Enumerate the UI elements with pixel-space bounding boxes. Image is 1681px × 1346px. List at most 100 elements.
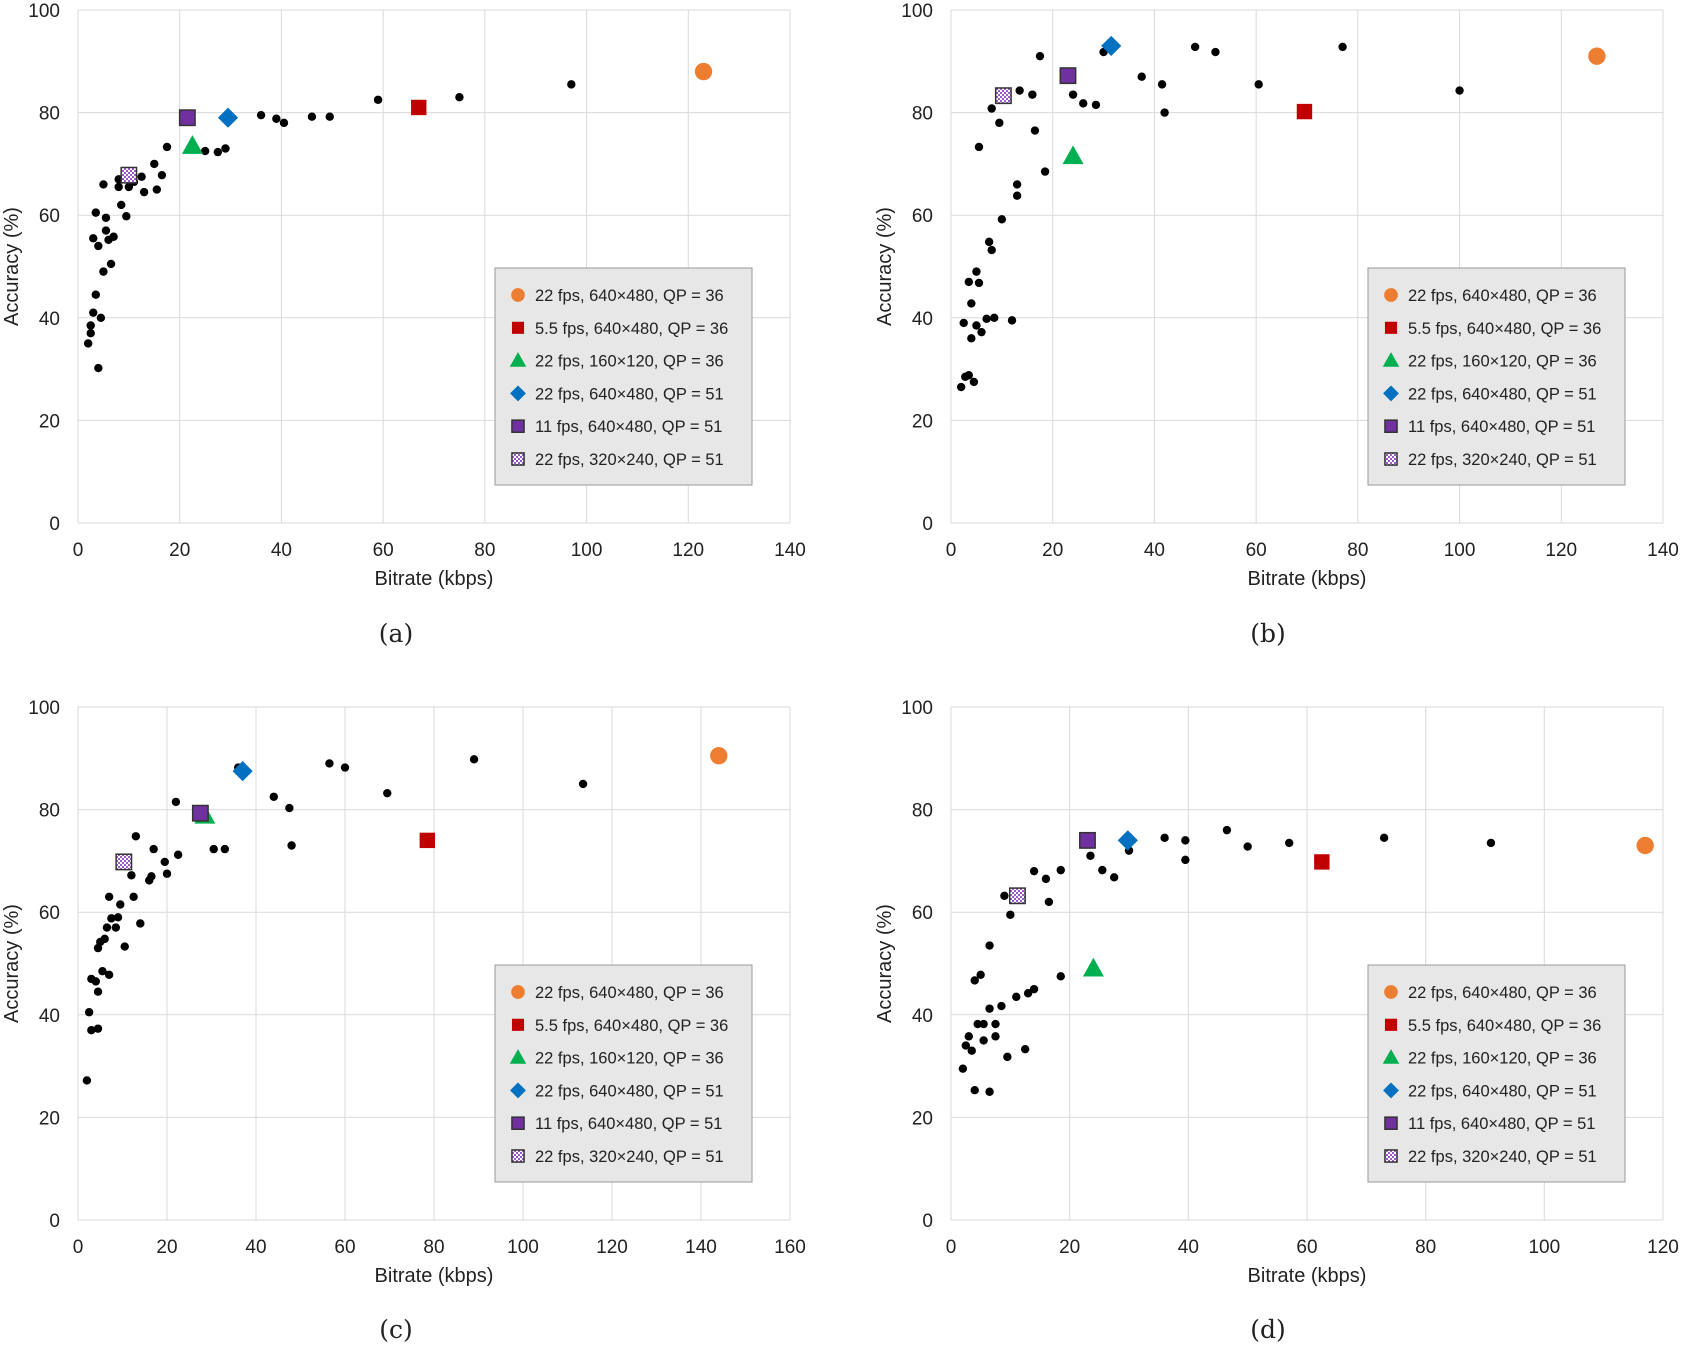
data-point: [969, 377, 979, 387]
x-tick-label: 160: [774, 1237, 806, 1258]
data-point: [455, 93, 464, 102]
legend-marker-diamond: [510, 1082, 526, 1099]
data-point: [1079, 99, 1088, 108]
data-point: [86, 328, 95, 338]
data-point: [1029, 866, 1039, 876]
data-point: [137, 172, 146, 181]
data-point: [1086, 851, 1095, 860]
x-tick-label: 20: [169, 540, 190, 561]
data-point: [1056, 865, 1065, 875]
x-tick-label: 80: [474, 540, 495, 561]
highlight-marker-circle: [1636, 836, 1654, 855]
legend-label: 5.5 fps, 640×480, QP = 36: [1408, 1017, 1601, 1035]
data-point: [1181, 836, 1190, 845]
x-tick-label: 140: [685, 1237, 717, 1258]
highlight-marker-square-outlined: [1059, 67, 1077, 85]
x-tick-label: 100: [507, 1237, 539, 1258]
legend-label: 11 fps, 640×480, QP = 51: [1408, 1115, 1595, 1133]
x-tick-label: 40: [245, 1237, 266, 1258]
data-point: [111, 923, 121, 932]
data-point: [1040, 167, 1050, 176]
data-point: [1012, 180, 1022, 189]
data-point: [84, 1008, 94, 1017]
x-tick-label: 100: [1444, 540, 1476, 561]
data-point: [1012, 992, 1021, 1002]
data-point: [87, 974, 96, 984]
data-point: [1028, 90, 1037, 99]
x-tick-label: 100: [1528, 1237, 1560, 1258]
data-point: [1160, 833, 1169, 843]
data-point: [959, 318, 968, 328]
data-point: [98, 966, 107, 976]
data-point: [1003, 1052, 1012, 1062]
data-point: [136, 919, 145, 928]
data-point: [1160, 108, 1169, 117]
data-point: [200, 146, 210, 156]
data-point: [1338, 42, 1347, 52]
data-point: [373, 95, 383, 104]
data-point: [976, 970, 985, 979]
x-tick-label: 0: [946, 1237, 957, 1258]
data-point: [1379, 833, 1389, 843]
highlight-marker-square: [1314, 854, 1330, 870]
y-tick-label: 20: [912, 1108, 933, 1129]
highlight-marker-diamond: [217, 107, 239, 128]
y-tick-label: 100: [28, 1, 60, 22]
caption-b: (b): [1250, 619, 1286, 648]
x-tick-label: 40: [271, 540, 292, 561]
y-tick-label: 60: [912, 206, 933, 227]
x-tick-label: 100: [571, 540, 603, 561]
data-point: [122, 212, 131, 221]
legend-box: [494, 267, 753, 486]
legend-marker-square: [1384, 1018, 1398, 1031]
gridlines: [950, 706, 1664, 1221]
data-point: [104, 235, 113, 245]
highlighted-points: [1009, 830, 1654, 977]
highlight-marker-checkered-square: [120, 166, 138, 184]
other-points: [956, 42, 1464, 392]
data-point: [307, 112, 317, 121]
data-point: [340, 763, 350, 772]
data-point: [162, 869, 172, 878]
data-point: [96, 313, 106, 322]
data-point: [985, 941, 994, 950]
data-point: [997, 215, 1007, 224]
data-point: [977, 327, 986, 337]
data-point: [152, 185, 162, 194]
data-point: [145, 876, 154, 885]
data-point: [578, 779, 588, 789]
data-point: [87, 1025, 96, 1035]
data-point: [162, 142, 172, 152]
y-tick-label: 0: [922, 1211, 933, 1232]
legend-marker-circle: [511, 288, 525, 302]
legend-marker-triangle: [1382, 352, 1400, 367]
highlighted-points: [120, 62, 713, 184]
legend-marker-checkered-square: [511, 452, 525, 466]
legend-label: 22 fps, 160×120, QP = 36: [535, 353, 724, 371]
x-tick-label: 60: [334, 1237, 355, 1258]
data-point: [979, 1036, 988, 1045]
legend-marker-square: [511, 1018, 525, 1031]
data-point: [101, 213, 111, 222]
data-point: [967, 1046, 976, 1055]
data-point: [82, 1076, 92, 1085]
x-tick-label: 60: [373, 540, 394, 561]
legend-label: 22 fps, 320×240, QP = 51: [535, 451, 724, 469]
y-tick-label: 40: [912, 1006, 933, 1027]
y-tick-label: 40: [39, 1006, 60, 1027]
y-tick-label: 20: [39, 1108, 60, 1129]
data-point: [974, 142, 984, 152]
chart-panel-d: 0 20 40 60 80 100 120 0 20 40 60 80 100 Bitrate (kbps…: [874, 698, 1679, 1287]
x-tick-label: 80: [1347, 540, 1368, 561]
x-tick-label: 140: [1647, 540, 1679, 561]
data-point: [974, 278, 984, 288]
legend-marker-triangle: [1382, 1049, 1400, 1064]
highlight-marker-diamond: [232, 761, 253, 782]
chart-panel-c: 0 20 40 60 80 100 120 140 160 0 20 40 60 80 100 Bitrate…: [1, 698, 806, 1287]
data-point: [1285, 838, 1294, 848]
data-point: [1068, 90, 1078, 99]
y-tick-label: 80: [912, 104, 933, 125]
data-point: [93, 1024, 103, 1033]
legend-label: 22 fps, 320×240, QP = 51: [1408, 1148, 1597, 1166]
highlight-marker-square: [1296, 103, 1313, 120]
